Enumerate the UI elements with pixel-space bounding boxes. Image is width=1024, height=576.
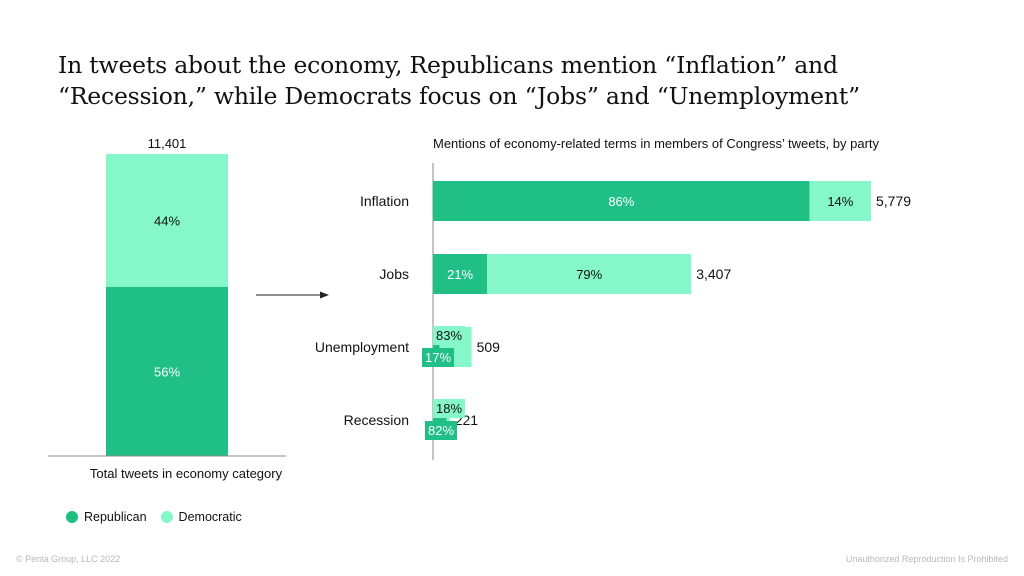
- footer-copyright: © Penta Group, LLC 2022: [16, 554, 121, 564]
- bar-inflation-total-label: 5,779: [876, 193, 911, 209]
- total-bar-value-label: 11,401: [148, 136, 187, 151]
- total-bar-republican-label: 56%: [154, 364, 180, 379]
- legend-item-republican: Republican: [66, 510, 147, 524]
- bar-inflation-republican: [433, 181, 810, 221]
- legend: Republican Democratic: [66, 510, 242, 524]
- bar-recession-democratic-callout: [433, 399, 465, 418]
- category-label-recession: Recession: [344, 412, 409, 428]
- category-label-unemployment: Unemployment: [315, 339, 409, 355]
- chart-title-line-2: “Recession,” while Democrats focus on “J…: [58, 82, 860, 110]
- bar-jobs-republican: [433, 254, 488, 294]
- footer-disclaimer: Unauthorized Reproduction Is Prohibited: [845, 554, 1008, 564]
- category-label-jobs: Jobs: [379, 266, 409, 282]
- bar-recession-republican-callout: [425, 421, 457, 440]
- total-bar-axis-label: Total tweets in economy category: [90, 466, 283, 481]
- total-bar-democratic-label: 44%: [154, 213, 180, 228]
- total-bar-democratic: [106, 154, 228, 287]
- legend-swatch-republican: [66, 511, 78, 523]
- bar-jobs-republican-label: 21%: [447, 267, 473, 282]
- arrow-head: [320, 291, 329, 299]
- bar-jobs-total-label: 3,407: [696, 266, 731, 282]
- bar-recession-democratic-label: 18%: [436, 401, 462, 416]
- legend-item-democratic: Democratic: [160, 510, 242, 524]
- bar-jobs-democratic: [487, 254, 692, 294]
- bar-unemployment-democratic-label: 83%: [436, 328, 462, 343]
- bar-recession-republican-label: 82%: [428, 423, 454, 438]
- total-bar-republican: [106, 286, 228, 456]
- bar-recession-democratic: [446, 400, 450, 440]
- bar-inflation-republican-label: 86%: [608, 194, 634, 209]
- bar-inflation-democratic: [809, 181, 871, 221]
- bar-unemployment-democratic-callout: [433, 326, 465, 345]
- bar-jobs-democratic-label: 79%: [576, 267, 602, 282]
- chart-title-line-1: In tweets about the economy, Republicans…: [58, 51, 838, 79]
- chart-title: In tweets about the economy, Republicans…: [58, 50, 958, 112]
- legend-swatch-democratic: [160, 511, 173, 523]
- bar-unemployment-total-label: 509: [477, 339, 501, 355]
- category-label-inflation: Inflation: [360, 193, 409, 209]
- bar-inflation-democratic-label: 14%: [827, 194, 853, 209]
- legend-label-democratic: Democratic: [178, 510, 242, 524]
- bar-unemployment-republican-label: 17%: [425, 350, 451, 365]
- bar-unemployment-republican-callout: [422, 348, 454, 367]
- breakdown-chart-title: Mentions of economy-related terms in mem…: [433, 136, 880, 151]
- bar-unemployment-republican: [433, 327, 440, 367]
- legend-label-republican: Republican: [84, 510, 147, 524]
